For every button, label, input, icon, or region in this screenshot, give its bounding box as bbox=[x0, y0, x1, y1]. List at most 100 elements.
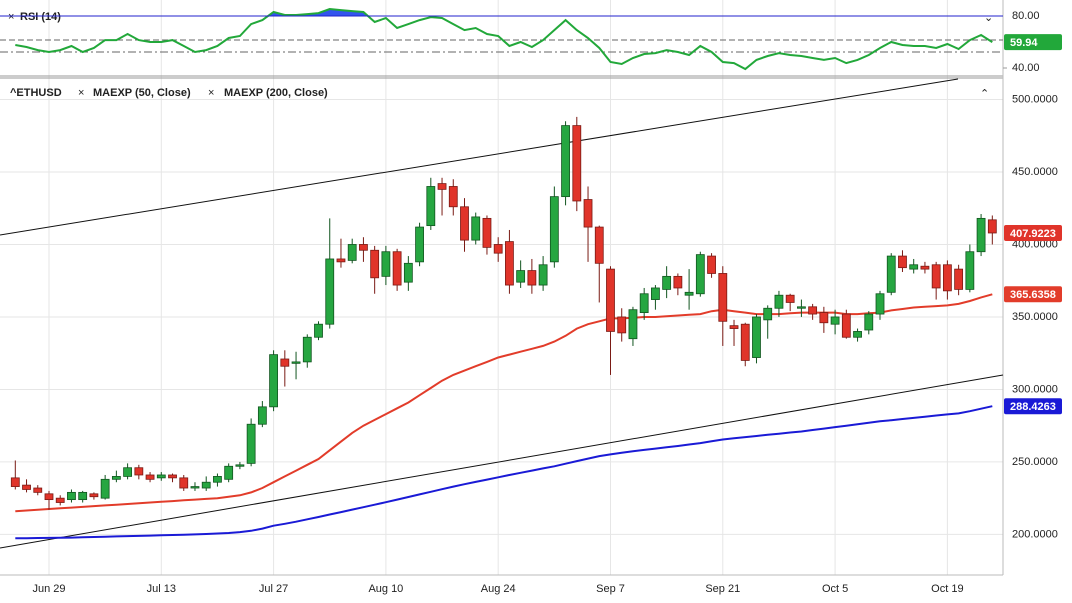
y-tick-label: 200.0000 bbox=[1012, 528, 1058, 540]
candle-body bbox=[628, 309, 638, 340]
candle-body bbox=[145, 474, 155, 480]
candle-body bbox=[235, 464, 245, 467]
candle-body bbox=[516, 270, 526, 283]
candle-body bbox=[875, 293, 885, 315]
candle-body bbox=[415, 226, 424, 263]
candle-body bbox=[134, 467, 144, 476]
candle-body bbox=[785, 294, 795, 303]
candle-body bbox=[505, 241, 514, 286]
candle-body bbox=[246, 423, 256, 464]
candle-body bbox=[942, 264, 952, 292]
candle-body bbox=[808, 306, 818, 315]
candle-body bbox=[774, 294, 784, 309]
close-icon[interactable]: × bbox=[8, 11, 14, 23]
x-tick-label: Jul 13 bbox=[147, 583, 176, 595]
candle-body bbox=[673, 275, 683, 289]
candle-body bbox=[594, 226, 604, 264]
candle-body bbox=[67, 491, 76, 501]
x-tick-label: Aug 24 bbox=[481, 583, 516, 595]
candle-body bbox=[100, 478, 110, 499]
candle-body bbox=[325, 258, 335, 325]
x-tick-label: Sep 7 bbox=[596, 583, 625, 595]
last-value-label: 407.9223 bbox=[1010, 228, 1056, 240]
candle-body bbox=[179, 477, 189, 489]
y-tick-label: 500.0000 bbox=[1012, 93, 1058, 105]
candle-body bbox=[662, 275, 672, 290]
candle-body bbox=[538, 264, 548, 286]
candle-body bbox=[830, 316, 840, 325]
candle-body bbox=[392, 251, 402, 286]
candle-body bbox=[89, 493, 99, 498]
candle-body bbox=[33, 487, 43, 493]
candle-body bbox=[707, 255, 716, 274]
candle-body bbox=[44, 493, 54, 501]
rsi-title: RSI (14) bbox=[20, 11, 61, 23]
candle-body bbox=[280, 358, 290, 367]
candle-body bbox=[954, 268, 964, 290]
x-tick-label: Oct 19 bbox=[931, 583, 963, 595]
candle-body bbox=[920, 265, 930, 270]
trendline bbox=[0, 374, 1004, 549]
candle-body bbox=[583, 199, 593, 228]
candle-body bbox=[797, 306, 806, 309]
candle-body bbox=[336, 258, 346, 263]
close-icon[interactable]: × bbox=[78, 87, 84, 99]
candle-body bbox=[403, 262, 413, 283]
last-value-badge bbox=[1004, 224, 1062, 241]
y-tick-label: 80.00 bbox=[1012, 10, 1040, 22]
candle-body bbox=[729, 325, 739, 329]
symbol-title: ^ETHUSD bbox=[10, 87, 62, 99]
x-tick-label: Oct 5 bbox=[822, 583, 848, 595]
candle-body bbox=[156, 474, 166, 479]
candle-body bbox=[841, 313, 851, 338]
candle-body bbox=[168, 474, 177, 479]
x-tick-label: Jul 27 bbox=[259, 583, 288, 595]
candle-body bbox=[617, 316, 627, 334]
candle-body bbox=[740, 323, 750, 361]
plot bbox=[10, 7, 997, 540]
candle-body bbox=[448, 186, 458, 208]
y-tick-label: 40.00 bbox=[1012, 62, 1040, 74]
candle-body bbox=[819, 312, 829, 324]
x-tick-label: Jun 29 bbox=[32, 583, 65, 595]
last-value-badge bbox=[1004, 286, 1062, 303]
rsi-line bbox=[15, 7, 993, 71]
candle-body bbox=[291, 361, 301, 364]
y-tick-label: 450.0000 bbox=[1012, 166, 1058, 178]
candle-body bbox=[10, 477, 20, 487]
candle-body bbox=[965, 251, 975, 290]
candle-body bbox=[482, 217, 492, 248]
candle-body bbox=[190, 486, 200, 489]
last-value-badge bbox=[1004, 398, 1062, 415]
candle-body bbox=[471, 216, 481, 241]
candle-body bbox=[493, 244, 503, 254]
candle-body bbox=[123, 467, 132, 477]
candle-body bbox=[213, 476, 222, 483]
candle-body bbox=[224, 465, 234, 480]
candle-body bbox=[987, 219, 997, 234]
candle-body bbox=[111, 476, 121, 480]
last-value-label: 59.94 bbox=[1010, 37, 1038, 49]
candle-body bbox=[898, 255, 907, 269]
close-icon[interactable]: × bbox=[208, 87, 214, 99]
candle-body bbox=[347, 244, 357, 261]
collapse-icon[interactable]: ⌃ bbox=[980, 88, 989, 100]
candle-body bbox=[549, 196, 559, 263]
candle-body bbox=[302, 336, 312, 363]
candle-body bbox=[359, 244, 368, 251]
y-tick-label: 300.0000 bbox=[1012, 383, 1058, 395]
candle-body bbox=[460, 206, 469, 241]
candle-body bbox=[381, 251, 391, 277]
candle-body bbox=[370, 249, 380, 279]
x-tick-label: Sep 21 bbox=[705, 583, 740, 595]
candle-body bbox=[752, 316, 761, 358]
y-tick-label: 350.0000 bbox=[1012, 311, 1058, 323]
moving-average-line bbox=[15, 405, 993, 540]
collapse-icon[interactable]: ⌄ bbox=[984, 12, 993, 24]
last-value-label: 288.4263 bbox=[1010, 401, 1056, 413]
legend-entry: MAEXP (50, Close) bbox=[93, 87, 191, 99]
candle-body bbox=[201, 481, 211, 489]
last-value-badge bbox=[1004, 34, 1062, 51]
candle-body bbox=[886, 255, 896, 293]
